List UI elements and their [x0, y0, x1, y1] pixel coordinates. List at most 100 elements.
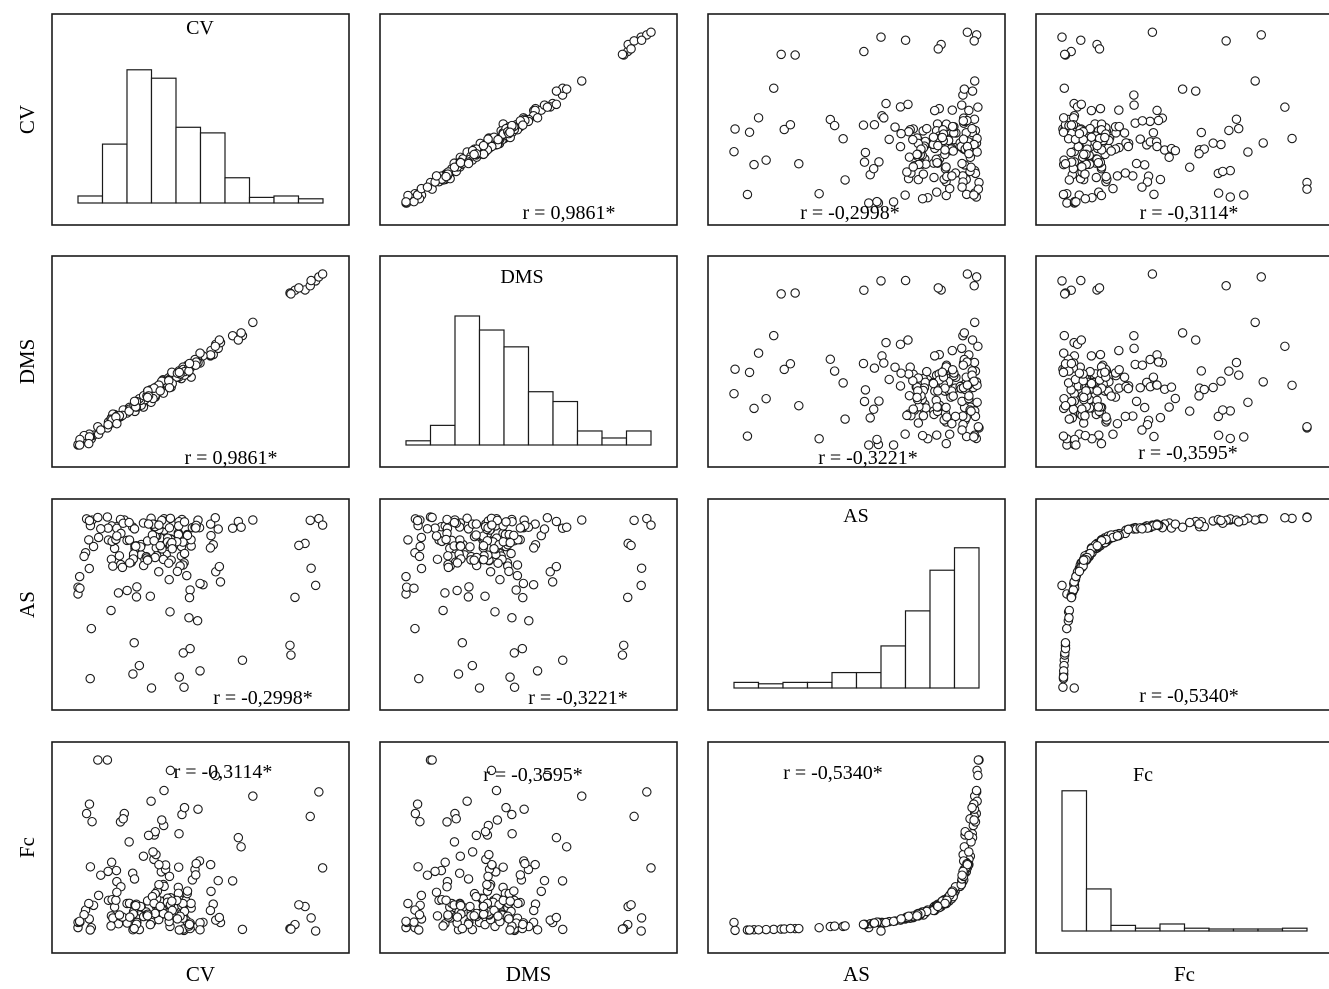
scatter-point: [1131, 396, 1142, 407]
scatter-point: [215, 577, 226, 587]
scatter-point: [749, 403, 759, 414]
scatter-point: [410, 623, 420, 634]
scatter-point: [93, 512, 103, 523]
scatter-point: [1066, 120, 1077, 130]
scatter-point: [947, 121, 958, 132]
scatter-point: [173, 862, 184, 872]
scatter-point: [441, 895, 451, 905]
scatter-point: [455, 851, 466, 861]
scatter-point: [1194, 391, 1204, 401]
scatter-point: [1287, 133, 1297, 144]
scatter-point: [305, 515, 315, 526]
scatter-point: [964, 391, 974, 401]
histogram-bar: [757, 683, 784, 689]
scatter-point: [449, 162, 460, 173]
scatter-point: [1231, 357, 1242, 368]
scatter-point: [294, 540, 304, 551]
scatter-point: [227, 876, 238, 886]
scatter-point: [1076, 275, 1086, 286]
scatter-point: [236, 328, 246, 338]
scatter-point: [1058, 127, 1069, 138]
scatter-point: [84, 563, 95, 574]
histogram-bar: [552, 400, 579, 446]
scatter-point: [213, 875, 223, 886]
scatter-point: [1057, 32, 1067, 42]
scatter-point: [132, 582, 142, 592]
scatter-point: [412, 515, 423, 526]
scatter-point: [947, 105, 958, 115]
scatter-point: [966, 162, 976, 173]
scatter-point: [1078, 555, 1089, 565]
scatter-point: [172, 914, 183, 924]
scatter-point: [896, 914, 906, 924]
scatter-point: [1166, 382, 1177, 392]
scatter-point: [900, 429, 910, 439]
panel-frame: [51, 741, 350, 954]
scatter-point: [840, 175, 850, 185]
scatter-point: [440, 857, 450, 868]
scatter-point: [561, 522, 572, 532]
scatter-point: [441, 171, 451, 182]
panel-DMS-vs-CV: r = 0,9861*: [51, 255, 350, 469]
scatter-point: [84, 438, 94, 449]
scatter-point: [165, 513, 176, 524]
histogram-bar: [199, 132, 226, 204]
scatter-point: [761, 155, 771, 165]
scatter-point: [96, 870, 106, 880]
scatter-point: [1058, 113, 1069, 123]
scatter-point: [165, 765, 176, 776]
scatter-point: [962, 27, 973, 38]
scatter-point: [114, 551, 125, 561]
panel-frame: [707, 741, 1006, 954]
scatter-point: [1078, 149, 1089, 160]
scatter-point: [904, 390, 915, 401]
panel-DMS-vs-AS: r = -0,3221*: [707, 255, 1006, 469]
histogram-bar: [855, 671, 882, 689]
scatter-point: [142, 555, 153, 565]
scatter-point: [973, 770, 983, 781]
scatter-point: [87, 816, 97, 827]
scatter-point: [532, 925, 543, 935]
scatter-point: [517, 643, 528, 654]
scatter-point: [879, 113, 889, 123]
scatter-point: [964, 105, 974, 116]
scatter-point: [1302, 512, 1312, 523]
scatter-point: [1061, 623, 1072, 634]
scatter-point: [1137, 360, 1148, 370]
panels-layer: CV r = 0,9861* r = -0,2998* r = -0,3114* r =…: [51, 13, 1329, 954]
scatter-point: [972, 397, 982, 408]
panel-AS-vs-DMS: r = -0,3221*: [379, 498, 678, 711]
scatter-point: [973, 341, 983, 352]
scatter-point: [146, 683, 157, 693]
scatter-point: [932, 402, 942, 412]
scatter-point: [431, 531, 442, 541]
scatter-point: [794, 159, 804, 169]
scatter-point: [131, 592, 142, 602]
scatter-point: [859, 285, 869, 295]
scatter-point: [1233, 123, 1244, 134]
scatter-point: [964, 847, 974, 857]
scatter-point: [129, 874, 140, 884]
scatter-point: [401, 916, 411, 927]
scatter-point: [285, 640, 295, 651]
scatter-point: [1155, 412, 1166, 423]
scatter-point: [814, 433, 824, 444]
scatter-point: [178, 648, 189, 658]
scatter-point: [233, 832, 244, 843]
scatter-point: [908, 376, 918, 386]
scatter-point: [957, 158, 967, 169]
scatter-point: [917, 194, 928, 204]
scatter-point: [93, 532, 104, 543]
scatter-point: [443, 551, 453, 561]
histogram-bar: [126, 69, 153, 204]
scatter-point: [626, 44, 636, 54]
scatter-point: [248, 791, 258, 801]
scatter-point: [1080, 194, 1091, 204]
scatter-point: [1225, 433, 1236, 444]
scatter-point: [501, 802, 511, 813]
scatter-point: [518, 592, 528, 603]
scatter-point: [142, 392, 153, 403]
scatter-point: [84, 799, 95, 809]
scatter-point: [917, 430, 928, 441]
scatter-point: [1080, 411, 1090, 421]
